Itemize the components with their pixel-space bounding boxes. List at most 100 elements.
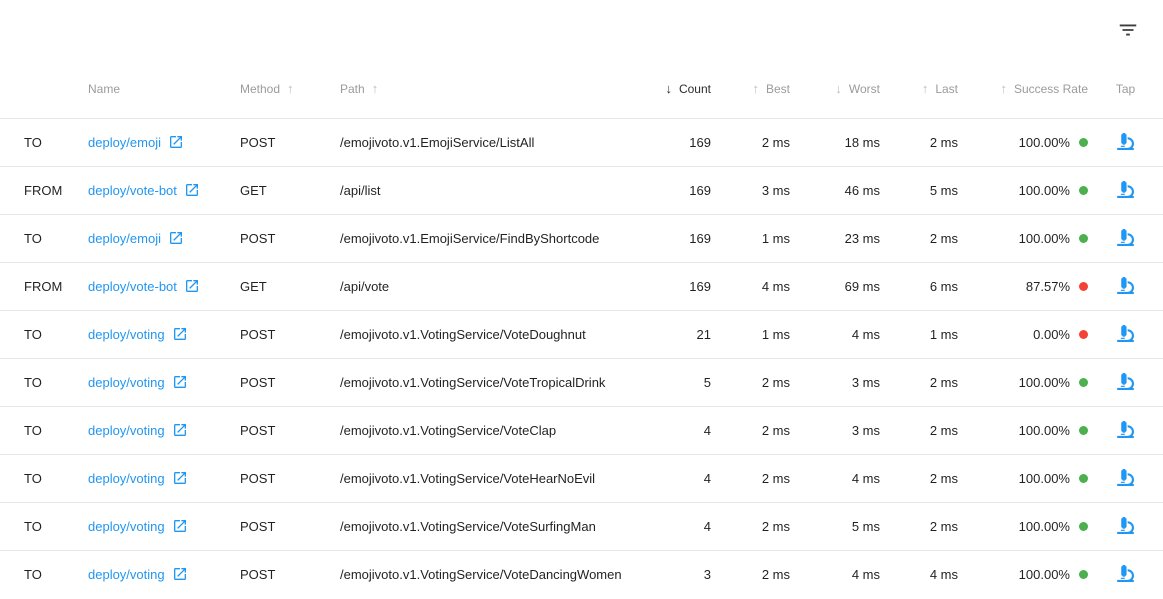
header-method-label: Method (240, 82, 281, 97)
count-cell: 4 (651, 502, 711, 551)
table-row: TO deploy/voting POST /emojivoto.v1.Voti… (0, 550, 1163, 598)
status-dot (1079, 330, 1088, 340)
open-in-new-icon[interactable] (184, 182, 200, 198)
worst-value: 5 ms (851, 518, 880, 534)
tap-button[interactable] (1115, 419, 1136, 440)
name-cell: deploy/vote-bot (88, 262, 240, 311)
open-in-new-icon[interactable] (172, 566, 188, 582)
deployment-link[interactable]: deploy/voting (88, 375, 165, 390)
path-cell: /api/list (340, 166, 651, 215)
direction-label: TO (24, 470, 42, 486)
worst-value: 3 ms (851, 422, 880, 438)
table-row: FROM deploy/vote-bot GET /api/vote 169 4… (0, 262, 1163, 311)
method-label: POST (240, 566, 276, 582)
tap-button[interactable] (1115, 131, 1136, 152)
table-row: FROM deploy/vote-bot GET /api/list 169 3… (0, 166, 1163, 215)
count-cell: 169 (651, 262, 711, 311)
worst-cell: 4 ms (790, 454, 880, 503)
name-cell: deploy/voting (88, 406, 240, 455)
deployment-link[interactable]: deploy/voting (88, 423, 165, 438)
count-value: 4 (703, 422, 711, 438)
last-value: 2 ms (929, 374, 958, 390)
tap-cell (1088, 406, 1163, 455)
open-in-new-icon[interactable] (172, 518, 188, 534)
header-count-label: Count (678, 82, 711, 97)
best-cell: 1 ms (711, 214, 790, 263)
header-tap: Tap (1088, 60, 1163, 119)
deployment-link[interactable]: deploy/voting (88, 567, 165, 582)
header-count[interactable]: ↓ Count (651, 60, 711, 119)
method-cell: POST (240, 214, 340, 263)
header-worst[interactable]: ↓ Worst (790, 60, 880, 119)
last-cell: 2 ms (880, 502, 958, 551)
open-in-new-icon[interactable] (168, 230, 184, 246)
best-cell: 4 ms (711, 262, 790, 311)
tap-button[interactable] (1115, 275, 1136, 296)
method-cell: POST (240, 406, 340, 455)
success-rate-value: 100.00% (1018, 135, 1070, 151)
last-cell: 1 ms (880, 310, 958, 359)
header-success-rate[interactable]: ↑ Success Rate (958, 60, 1088, 119)
header-best[interactable]: ↑ Best (711, 60, 790, 119)
deployment-link[interactable]: deploy/vote-bot (88, 279, 177, 294)
path-label: /emojivoto.v1.VotingService/VoteDancingW… (340, 566, 622, 582)
filter-button[interactable] (1117, 19, 1139, 41)
last-cell: 2 ms (880, 118, 958, 167)
table-row: TO deploy/voting POST /emojivoto.v1.Voti… (0, 358, 1163, 407)
open-in-new-icon[interactable] (172, 422, 188, 438)
deployment-link[interactable]: deploy/vote-bot (88, 183, 177, 198)
direction-cell: TO (0, 502, 88, 551)
name-cell: deploy/voting (88, 550, 240, 598)
open-in-new-icon[interactable] (168, 134, 184, 150)
tap-results-table: Name Method ↑ Path ↑ ↓ Count ↑ Best ↓ Worst (0, 60, 1163, 598)
open-in-new-icon[interactable] (172, 470, 188, 486)
worst-cell: 3 ms (790, 358, 880, 407)
worst-value: 23 ms (844, 230, 880, 246)
worst-value: 46 ms (844, 182, 880, 198)
deployment-link[interactable]: deploy/voting (88, 327, 165, 342)
status-dot (1079, 570, 1088, 580)
tap-button[interactable] (1115, 227, 1136, 248)
last-cell: 4 ms (880, 550, 958, 598)
deployment-link[interactable]: deploy/voting (88, 471, 165, 486)
direction-cell: TO (0, 406, 88, 455)
count-value: 169 (689, 278, 711, 294)
method-label: GET (240, 182, 267, 198)
tap-button[interactable] (1115, 467, 1136, 488)
last-cell: 2 ms (880, 358, 958, 407)
success-rate-value: 100.00% (1018, 519, 1070, 535)
sort-arrow-icon: ↑ (752, 81, 759, 97)
tap-button[interactable] (1115, 179, 1136, 200)
header-path[interactable]: Path ↑ (340, 60, 651, 119)
best-cell: 2 ms (711, 502, 790, 551)
direction-label: TO (24, 422, 42, 438)
deployment-link[interactable]: deploy/emoji (88, 135, 161, 150)
header-last[interactable]: ↑ Last (880, 60, 958, 119)
tap-button[interactable] (1115, 515, 1136, 536)
best-value: 2 ms (761, 470, 790, 486)
worst-value: 4 ms (851, 470, 880, 486)
open-in-new-icon[interactable] (184, 278, 200, 294)
open-in-new-icon[interactable] (172, 374, 188, 390)
best-value: 2 ms (761, 134, 790, 150)
filter-list-icon (1117, 19, 1139, 41)
tap-button[interactable] (1115, 323, 1136, 344)
header-tap-label: Tap (1115, 81, 1136, 96)
deployment-link[interactable]: deploy/voting (88, 519, 165, 534)
path-cell: /emojivoto.v1.EmojiService/FindByShortco… (340, 214, 651, 263)
microscope-icon (1117, 277, 1134, 294)
open-in-new-icon[interactable] (172, 326, 188, 342)
header-method[interactable]: Method ↑ (240, 60, 340, 119)
deployment-link[interactable]: deploy/emoji (88, 231, 161, 246)
best-value: 4 ms (761, 278, 790, 294)
tap-cell (1088, 214, 1163, 263)
table-row: TO deploy/emoji POST /emojivoto.v1.Emoji… (0, 118, 1163, 167)
tap-button[interactable] (1115, 563, 1136, 584)
status-dot (1079, 186, 1088, 196)
best-value: 2 ms (761, 422, 790, 438)
tap-button[interactable] (1115, 371, 1136, 392)
table-row: TO deploy/voting POST /emojivoto.v1.Voti… (0, 310, 1163, 359)
direction-label: FROM (24, 278, 63, 294)
header-name[interactable]: Name (88, 60, 240, 119)
direction-cell: FROM (0, 262, 88, 311)
